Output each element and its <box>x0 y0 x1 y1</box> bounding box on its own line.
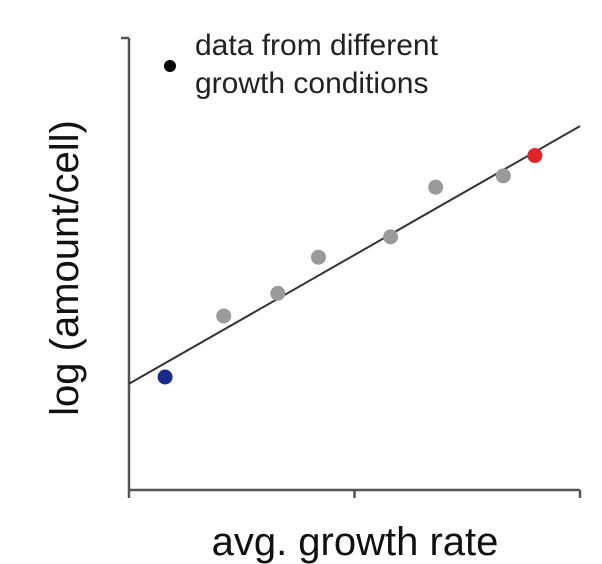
data-point-5 <box>428 179 444 195</box>
data-point-1 <box>216 308 232 324</box>
data-point-0 <box>157 369 173 385</box>
y-axis-label: log (amount/cell) <box>43 120 87 416</box>
data-point-6 <box>495 168 511 184</box>
legend-marker <box>164 60 176 72</box>
data-point-2 <box>270 285 286 301</box>
fit-line <box>128 125 581 385</box>
legend-text-line-2: growth conditions <box>195 67 428 100</box>
data-points <box>157 148 543 385</box>
data-point-4 <box>383 229 399 245</box>
axes <box>121 36 582 498</box>
data-point-7 <box>527 148 543 164</box>
x-ticks <box>121 36 582 498</box>
legend-text-line-1: data from different <box>195 29 439 62</box>
x-axis-label: avg. growth rate <box>212 520 499 564</box>
legend: data from different growth conditions <box>164 29 439 100</box>
data-point-3 <box>310 249 326 265</box>
